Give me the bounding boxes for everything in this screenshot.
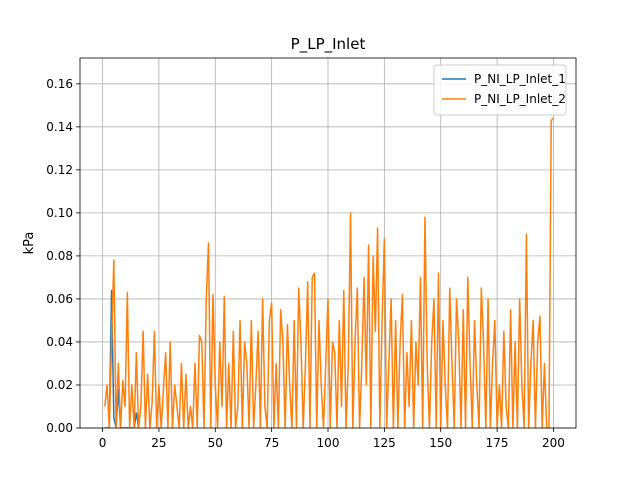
x-tick-label: 75 [264,436,279,450]
chart-title: P_LP_Inlet [291,35,366,54]
y-tick-label: 0.10 [46,206,73,220]
x-tick-label: 100 [317,436,340,450]
plot-frame [79,57,577,429]
legend-box [433,64,567,116]
legend-label: P_NI_LP_Inlet_2 [474,92,566,106]
legend: P_NI_LP_Inlet_1 P_NI_LP_Inlet_2 [433,64,567,116]
y-tick-label: 0.04 [46,335,73,349]
legend-label: P_NI_LP_Inlet_1 [474,72,566,86]
y-tick-label: 0.06 [46,292,73,306]
y-tick-label: 0.00 [46,421,73,435]
series-line [104,117,554,428]
x-tick-label: 150 [429,436,452,450]
x-tick-label: 50 [208,436,223,450]
y-tick-label: 0.14 [46,120,73,134]
x-tick-label: 25 [151,436,166,450]
y-tick-label: 0.08 [46,249,73,263]
y-tick-label: 0.12 [46,163,73,177]
y-axis-label: kPa [22,232,37,255]
y-tick-label: 0.02 [46,378,73,392]
x-tick-label: 175 [486,436,509,450]
y-tick-label: 0.16 [46,77,73,91]
x-tick-label: 0 [99,436,107,450]
x-tick-label: 125 [373,436,396,450]
x-tick-label: 200 [542,436,565,450]
